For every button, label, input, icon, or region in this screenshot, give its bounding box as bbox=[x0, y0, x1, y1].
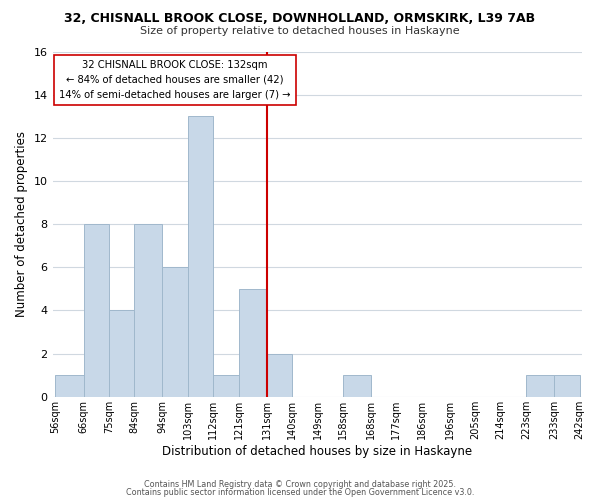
Bar bbox=[213, 375, 239, 397]
Bar bbox=[134, 224, 163, 397]
Bar bbox=[188, 116, 213, 397]
Text: Contains HM Land Registry data © Crown copyright and database right 2025.: Contains HM Land Registry data © Crown c… bbox=[144, 480, 456, 489]
Text: Size of property relative to detached houses in Haskayne: Size of property relative to detached ho… bbox=[140, 26, 460, 36]
X-axis label: Distribution of detached houses by size in Haskayne: Distribution of detached houses by size … bbox=[163, 444, 473, 458]
Bar bbox=[163, 268, 188, 397]
Text: 32, CHISNALL BROOK CLOSE, DOWNHOLLAND, ORMSKIRK, L39 7AB: 32, CHISNALL BROOK CLOSE, DOWNHOLLAND, O… bbox=[64, 12, 536, 26]
Bar bbox=[267, 354, 292, 397]
Bar bbox=[526, 375, 554, 397]
Y-axis label: Number of detached properties: Number of detached properties bbox=[15, 131, 28, 317]
Bar bbox=[55, 375, 83, 397]
Bar bbox=[239, 289, 267, 397]
Text: Contains public sector information licensed under the Open Government Licence v3: Contains public sector information licen… bbox=[126, 488, 474, 497]
Bar bbox=[343, 375, 371, 397]
Bar bbox=[109, 310, 134, 397]
Bar bbox=[554, 375, 580, 397]
Text: 32 CHISNALL BROOK CLOSE: 132sqm
← 84% of detached houses are smaller (42)
14% of: 32 CHISNALL BROOK CLOSE: 132sqm ← 84% of… bbox=[59, 60, 291, 100]
Bar bbox=[83, 224, 109, 397]
